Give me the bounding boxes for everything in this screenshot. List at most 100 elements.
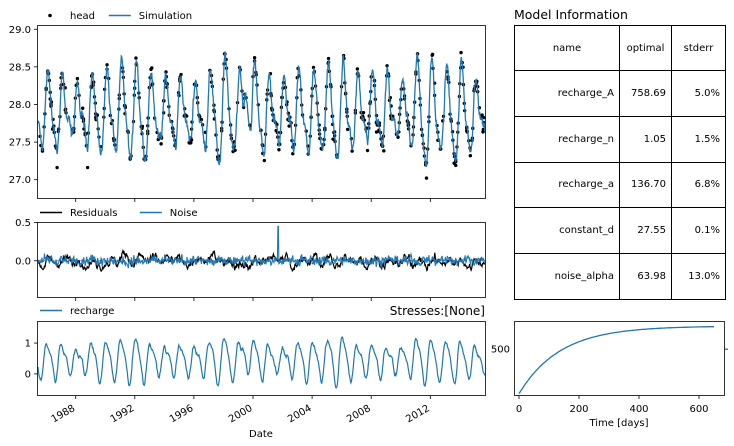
- head-observation-point: [105, 63, 109, 67]
- param-stderr: 0.1%: [671, 207, 726, 255]
- contributions-axes-frame: [37, 321, 486, 396]
- head-observation-point: [430, 53, 434, 57]
- head-observation-point: [331, 137, 335, 141]
- residuals-y-ticks: 0.0 0.5: [15, 218, 38, 267]
- time-axis-label: Time [days]: [588, 418, 648, 429]
- residuals-axes: 0.0 0.5: [15, 218, 486, 301]
- date-x-tick-label: 2012: [404, 403, 432, 425]
- heads-x-ticks: [75, 198, 431, 202]
- legend-label: recharge: [70, 306, 114, 317]
- date-x-tick-label: 2008: [345, 403, 373, 425]
- table-row: noise_alpha 63.98 13.0%: [514, 253, 726, 300]
- head-observation-point: [40, 149, 45, 153]
- model-information-title: Model Information: [514, 7, 628, 22]
- date-x-tick-label: 2000: [227, 403, 255, 425]
- heads-axes: 27.0 27.5 28.0 28.5 29.0: [9, 25, 486, 202]
- heads-y-tick-label: 27.5: [9, 138, 31, 149]
- heads-axes-frame: [37, 25, 486, 199]
- param-stderr: 1.5%: [671, 115, 726, 163]
- step-y-tick-label: 500: [491, 345, 510, 356]
- head-observation-point: [55, 165, 59, 170]
- head-observation-point: [361, 110, 366, 115]
- param-optimal: 136.70: [619, 161, 672, 209]
- residuals-x-ticks: [75, 297, 431, 301]
- table-row: recharge_a 136.70 6.8%: [514, 161, 726, 209]
- param-name: recharge_a: [514, 161, 620, 209]
- param-optimal: 27.55: [619, 207, 672, 255]
- head-observation-point: [480, 113, 484, 117]
- step-x-tick-label: 400: [629, 404, 648, 415]
- recharge-line: [37, 336, 486, 389]
- noise-line: [37, 225, 486, 270]
- contributions-y-ticks: 01: [25, 339, 38, 380]
- model-information-table: name optimal stderr recharge_A 758.69 5.…: [514, 25, 726, 300]
- table-header-row: name optimal stderr: [514, 25, 726, 71]
- header-stderr: stderr: [671, 25, 726, 71]
- simulation-line: [37, 51, 486, 168]
- stresses-title: Stresses:[None]: [390, 304, 485, 318]
- head-observation-point: [277, 148, 281, 152]
- head-observation-point: [452, 161, 456, 165]
- param-optimal: 63.98: [619, 253, 672, 300]
- step-response-plot-area: [518, 326, 714, 395]
- head-observation-point: [199, 117, 204, 122]
- date-x-tick-label: 1996: [168, 403, 196, 425]
- contributions-y-tick-label: 1: [25, 339, 31, 350]
- heads-y-tick-label: 28.0: [9, 100, 31, 111]
- param-name: recharge_n: [514, 115, 620, 163]
- head-observation-point: [134, 56, 138, 60]
- head-observation-point: [75, 76, 80, 81]
- step-response-x-ticks: 0 200 400 600: [516, 395, 709, 415]
- head-observation-point: [287, 124, 291, 128]
- step-response-line: [518, 326, 714, 395]
- head-observation-point: [481, 130, 485, 134]
- head-observation-point: [424, 176, 429, 180]
- table-row: constant_d 27.55 0.1%: [514, 207, 726, 255]
- residuals-legend: Residuals Noise: [40, 208, 198, 219]
- head-observation-point: [374, 130, 379, 134]
- heads-y-tick-label: 28.5: [9, 62, 31, 73]
- heads-plot-area: [37, 50, 486, 180]
- param-name: noise_alpha: [514, 253, 620, 300]
- date-x-tick-label: 1988: [50, 403, 78, 425]
- head-observation-point: [459, 50, 463, 55]
- date-axis-label: Date: [249, 429, 273, 440]
- contributions-y-tick-label: 0: [25, 369, 31, 380]
- param-stderr: 13.0%: [671, 253, 726, 300]
- heads-y-tick-label: 27.0: [9, 175, 31, 186]
- step-x-tick-label: 600: [689, 404, 708, 415]
- residuals-axes-frame: [37, 222, 486, 298]
- step-response-axes-frame: [514, 321, 725, 396]
- head-observation-point: [350, 149, 354, 153]
- contributions-plot-area: [37, 336, 486, 389]
- head-observation-point: [85, 165, 90, 170]
- date-x-tick-label: 2004: [286, 403, 314, 425]
- date-x-tick-label: 1992: [109, 403, 137, 425]
- head-observation-point: [355, 67, 360, 71]
- head-observation-point: [382, 149, 386, 153]
- head-observation-point: [189, 141, 193, 145]
- header-name: name: [514, 25, 620, 71]
- head-observation-point: [252, 56, 257, 60]
- head-observation-point: [189, 138, 194, 142]
- legend-label: head: [70, 11, 95, 22]
- head-observation-point: [150, 66, 154, 70]
- param-name: recharge_A: [514, 70, 620, 117]
- head-observation-point: [385, 64, 389, 68]
- header-optimal: optimal: [619, 25, 672, 71]
- legend-label: Residuals: [70, 208, 117, 219]
- head-observation-point: [326, 56, 331, 61]
- step-response-axes: 500 0 200 400 600 Time [days]: [491, 321, 728, 429]
- legend-label: Noise: [170, 208, 198, 219]
- table-row: recharge_A 758.69 5.0%: [514, 70, 726, 117]
- contributions-legend: recharge: [40, 306, 114, 317]
- param-optimal: 1.05: [619, 115, 672, 163]
- heads-y-ticks: 27.0 27.5 28.0 28.5 29.0: [9, 25, 38, 186]
- head-observation-point: [262, 158, 267, 163]
- legend-label: Simulation: [139, 11, 192, 22]
- step-response-y-ticks: 500: [491, 345, 728, 356]
- head-observation-point: [159, 142, 163, 146]
- heads-legend: head Simulation: [48, 11, 192, 22]
- step-x-tick-label: 0: [516, 404, 522, 415]
